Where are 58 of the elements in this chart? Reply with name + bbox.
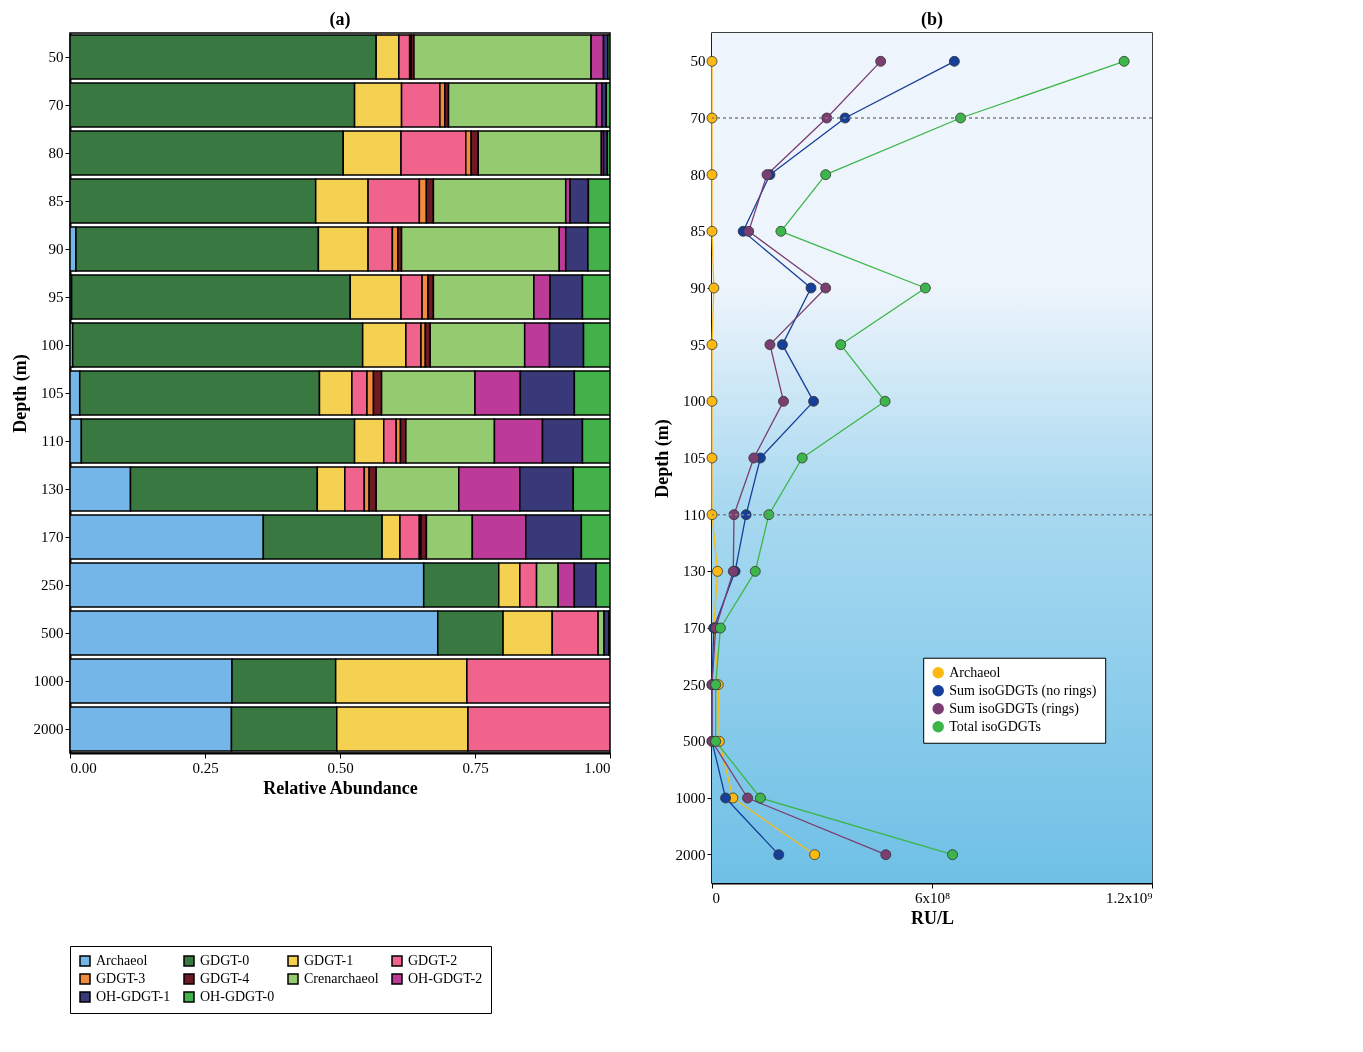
legend-label: OH-GDGT-0: [200, 989, 275, 1004]
x-tick-label: 0.00: [70, 759, 97, 776]
y-tick-label: 80: [690, 166, 706, 183]
x-tick-label: 6x10⁸: [914, 889, 951, 906]
y-tick-label: 80: [48, 145, 64, 161]
legend-label: Sum isoGDGTs (no rings): [949, 682, 1097, 699]
x-tick-label: 1.00: [584, 759, 611, 776]
y-tick-label: 70: [48, 97, 64, 113]
y-tick-label: 170: [41, 529, 64, 545]
y-tick-label: 500: [41, 625, 64, 641]
legend-label: OH-GDGT-1: [96, 989, 171, 1004]
y-tick-label: 1000: [33, 673, 64, 689]
y-tick-label: 95: [690, 336, 706, 353]
x-tick-label: 1.2x10⁹: [1106, 889, 1153, 906]
legend-label: GDGT-1: [304, 953, 354, 968]
y-tick-label: 110: [41, 433, 64, 449]
chart-title: (a): [329, 9, 351, 30]
legend-label: GDGT-4: [200, 971, 250, 986]
y-tick-label: 85: [690, 223, 706, 240]
y-tick-label: 50: [48, 49, 64, 65]
y-tick-label: 90: [48, 241, 64, 257]
y-tick-label: 105: [683, 450, 706, 466]
legend-label: GDGT-2: [408, 953, 458, 968]
y-tick-label: 2000: [675, 846, 706, 863]
legend-label: Crenarchaeol: [304, 971, 379, 986]
y-tick-label: 90: [690, 280, 706, 296]
x-tick-label: 0.25: [192, 759, 219, 776]
x-axis-title: Relative Abundance: [263, 777, 418, 798]
y-tick-label: 110: [683, 506, 706, 523]
y-tick-label: 130: [41, 481, 64, 497]
legend-label: Total isoGDGTs: [949, 718, 1041, 734]
y-tick-label: 100: [41, 337, 64, 353]
y-tick-label: 1000: [675, 790, 706, 806]
legend-label: Sum isoGDGTs (rings): [949, 700, 1080, 717]
x-tick-label: 0.50: [327, 759, 354, 776]
y-tick-label: 250: [683, 676, 706, 693]
y-tick-label: 50: [690, 53, 706, 70]
legend-label: OH-GDGT-2: [408, 971, 483, 986]
y-tick-label: 250: [41, 577, 64, 593]
y-tick-label: 130: [683, 563, 706, 580]
y-tick-label: 95: [48, 289, 64, 305]
y-axis-title: Depth (m): [9, 354, 31, 433]
y-axis-title: Depth (m): [651, 419, 673, 498]
legend-label: Archaeol: [949, 664, 1001, 680]
y-tick-label: 100: [683, 393, 706, 410]
y-tick-label: 85: [48, 193, 64, 209]
y-tick-label: 70: [690, 110, 706, 126]
y-tick-label: 105: [41, 385, 64, 401]
y-tick-label: 2000: [33, 721, 64, 737]
y-tick-label: 500: [683, 733, 706, 750]
legend-label: GDGT-3: [96, 971, 146, 986]
legend-label: GDGT-0: [200, 953, 250, 968]
x-tick-label: 0.75: [462, 759, 489, 776]
x-tick-label: 0: [712, 889, 720, 906]
x-axis-title: RU/L: [910, 907, 955, 928]
y-tick-label: 170: [683, 620, 706, 636]
legend-label: Archaeol: [96, 953, 148, 968]
chart-title: (b): [921, 9, 943, 30]
